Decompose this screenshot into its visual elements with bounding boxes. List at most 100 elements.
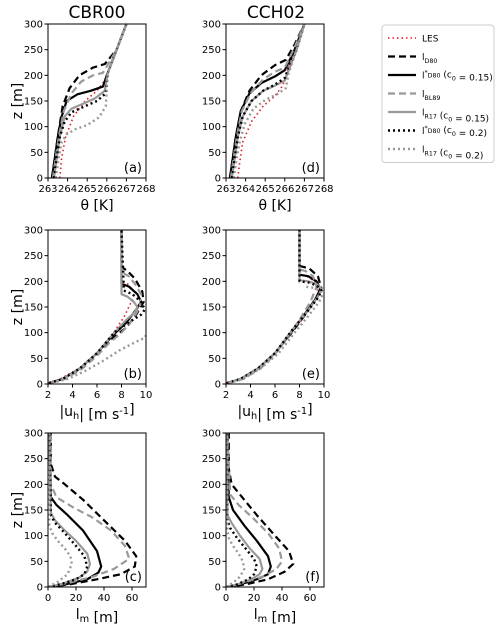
y-tick-label: 300 — [24, 226, 43, 237]
x-tick-label: 0 — [223, 593, 229, 604]
y-axis-label: z [m] — [10, 289, 26, 325]
x-tick-label: 6 — [272, 390, 278, 401]
legend-label-r17_15: lR17 (c0 = 0.15) — [422, 109, 489, 125]
series-line-d80s15 — [226, 230, 322, 384]
axes-frame — [47, 229, 147, 385]
y-tick-label: 250 — [24, 45, 43, 56]
y-tick-label: 100 — [24, 531, 43, 542]
panel-letter: (a) — [124, 161, 142, 176]
legend: LES lD80 l*D80 (c0 = 0.15) lBL89 lR17 (c0 = … — [381, 24, 495, 163]
y-tick-label: 0 — [215, 583, 221, 594]
panel-d: 263 264 265 266 267 268 0 50 100 150 200 250 300 θ [K… — [202, 20, 334, 215]
y-tick-label: 150 — [24, 303, 43, 314]
series-line-r17_2 — [48, 433, 73, 587]
x-axis-label: lm [m] — [254, 607, 296, 626]
x-tick-label: 8 — [296, 390, 302, 401]
y-tick-label: 250 — [24, 251, 43, 262]
series-line-bl89 — [226, 433, 284, 587]
x-tick-label: 60 — [126, 593, 139, 604]
x-axis-label: |uh| [m s-1] — [59, 402, 134, 423]
legend-frame — [381, 24, 495, 163]
x-tick-label: 265 — [78, 184, 97, 195]
legend-label-d80: lD80 — [422, 53, 437, 65]
y-tick-label: 250 — [202, 45, 221, 56]
series-line-d80 — [50, 24, 128, 178]
y-axis-label: z [m] — [10, 492, 26, 528]
y-tick-label: 0 — [215, 174, 221, 185]
y-tick-label: 300 — [24, 429, 43, 440]
x-tick-label: 268 — [314, 184, 333, 195]
series-line-r17_15 — [230, 24, 306, 178]
y-tick-label: 100 — [24, 328, 43, 339]
x-axis-label: θ [K] — [80, 198, 113, 214]
x-axis-label: θ [K] — [258, 198, 291, 214]
x-tick-label: 8 — [118, 390, 124, 401]
series-line-d80s15 — [226, 433, 272, 587]
legend-label-d80s15: l*D80 (c0 = 0.15) — [422, 70, 493, 84]
axes-frame — [225, 432, 325, 588]
series-line-d80s15 — [48, 433, 103, 587]
series-group — [48, 230, 146, 384]
x-tick-label: 2 — [223, 390, 229, 401]
x-tick-label: 40 — [276, 593, 289, 604]
y-tick-label: 100 — [202, 122, 221, 133]
x-tick-label: 10 — [318, 390, 331, 401]
y-axis-label: z [m] — [10, 83, 26, 119]
y-tick-label: 150 — [202, 97, 221, 108]
series-line-les — [237, 24, 306, 178]
y-tick-label: 100 — [202, 328, 221, 339]
y-tick-label: 0 — [37, 380, 43, 391]
x-tick-label: 6 — [94, 390, 100, 401]
x-tick-label: 267 — [295, 184, 314, 195]
y-tick-label: 0 — [37, 174, 43, 185]
x-tick-label: 263 — [216, 184, 235, 195]
series-line-r17_2 — [51, 334, 146, 384]
panel-letter: (c) — [125, 570, 142, 585]
series-group — [226, 230, 324, 384]
panel-a: 263 264 265 266 267 268 0 50 100 150 200 250 300 θ [K… — [10, 20, 156, 215]
x-tick-label: 263 — [38, 184, 57, 195]
x-tick-label: 40 — [98, 593, 111, 604]
y-tick-label: 300 — [24, 20, 43, 31]
series-line-r17_2 — [54, 24, 128, 178]
y-tick-label: 300 — [202, 20, 221, 31]
series-line-d80s2 — [48, 230, 146, 384]
series-group — [50, 24, 128, 178]
series-line-d80 — [228, 24, 306, 178]
y-tick-label: 100 — [202, 531, 221, 542]
x-tick-label: 265 — [256, 184, 275, 195]
x-tick-label: 267 — [117, 184, 136, 195]
x-tick-label: 10 — [140, 390, 153, 401]
y-tick-label: 0 — [215, 380, 221, 391]
y-tick-label: 200 — [202, 277, 221, 288]
x-tick-label: 4 — [247, 390, 253, 401]
series-line-d80s2 — [226, 230, 323, 384]
y-tick-label: 150 — [202, 506, 221, 517]
y-tick-label: 50 — [208, 148, 221, 159]
y-tick-label: 50 — [208, 557, 221, 568]
x-axis-label: lm [m] — [76, 607, 118, 626]
series-line-bl89 — [48, 433, 131, 587]
series-line-d80s2 — [48, 433, 89, 587]
y-tick-label: 200 — [24, 480, 43, 491]
x-axis-label: |uh| [m s-1] — [237, 402, 312, 423]
y-tick-label: 250 — [202, 251, 221, 262]
y-tick-label: 50 — [30, 557, 43, 568]
x-tick-label: 0 — [45, 593, 51, 604]
panel-letter: (e) — [302, 367, 320, 382]
column-title-left: CBR00 — [69, 3, 126, 23]
panel-letter: (b) — [124, 367, 142, 382]
y-tick-label: 300 — [202, 429, 221, 440]
y-tick-label: 0 — [37, 583, 43, 594]
panel-letter: (f) — [305, 570, 320, 585]
series-line-r17_15 — [52, 24, 128, 178]
column-title-right: CCH02 — [247, 3, 305, 23]
y-tick-label: 200 — [24, 277, 43, 288]
y-tick-label: 300 — [202, 226, 221, 237]
y-tick-label: 150 — [24, 506, 43, 517]
series-line-r17_2 — [232, 24, 306, 178]
series-line-d80s15 — [48, 230, 143, 384]
